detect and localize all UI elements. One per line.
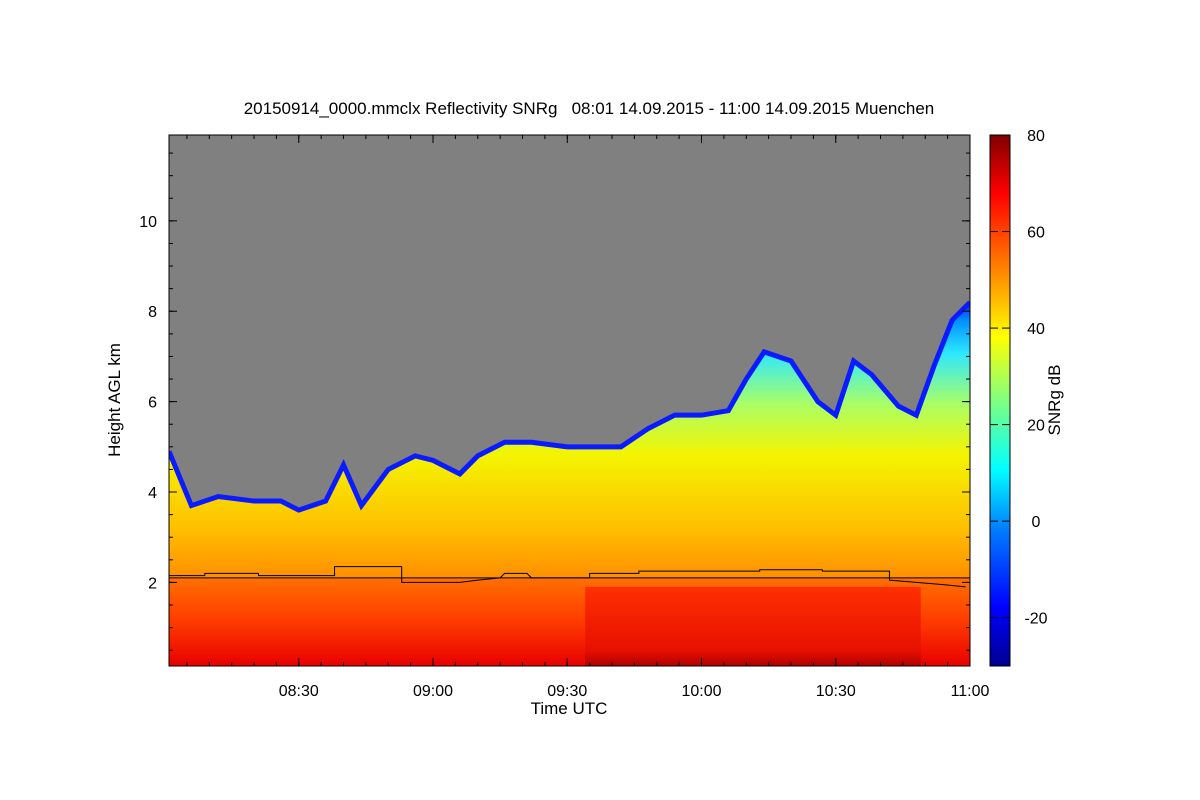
x-axis-label: Time UTC: [531, 699, 608, 718]
plot-area: [169, 135, 970, 666]
colorbar: [989, 134, 1011, 667]
y-axis-label: Height AGL km: [105, 343, 124, 457]
echo-top-edge: [169, 300, 970, 513]
x-tick-label: 09:00: [413, 683, 453, 700]
plot-frame: [168, 134, 971, 667]
colorbar-tick-label: 20: [1027, 418, 1045, 435]
colorbar-ticks: -20 0 20 40 60 80: [990, 128, 1048, 628]
y-tick-label: 10: [139, 214, 157, 231]
y-axis: 2 4 6 8 10: [139, 152, 970, 651]
x-tick-label: 11:00: [951, 683, 990, 700]
x-tick-label: 09:30: [547, 683, 587, 700]
colorbar-label: SNRg dB: [1045, 365, 1064, 436]
x-tick-label: 10:00: [681, 683, 721, 700]
y-tick-label: 4: [148, 485, 157, 502]
cloud-base-line: [169, 566, 966, 588]
colorbar-tick-label: -20: [1024, 611, 1047, 628]
x-axis: 08:30 09:00 09:30 10:00 10:30 11:00: [186, 135, 990, 700]
colorbar-tick-label: 0: [1032, 514, 1041, 531]
colorbar-tick-label: 40: [1027, 321, 1045, 338]
y-tick-label: 6: [148, 395, 157, 412]
colorbar-tick-label: 60: [1027, 225, 1045, 242]
y-tick-label: 2: [148, 575, 157, 592]
chart-title: 20150914_0000.mmclx Reflectivity SNRg 08…: [244, 99, 935, 118]
colorbar-tick-label: 80: [1027, 128, 1045, 145]
x-tick-label: 08:30: [279, 683, 319, 700]
rain-core: [585, 586, 921, 666]
x-tick-label: 10:30: [816, 683, 856, 700]
cloud-echo: [169, 302, 970, 666]
y-tick-label: 8: [148, 304, 157, 321]
